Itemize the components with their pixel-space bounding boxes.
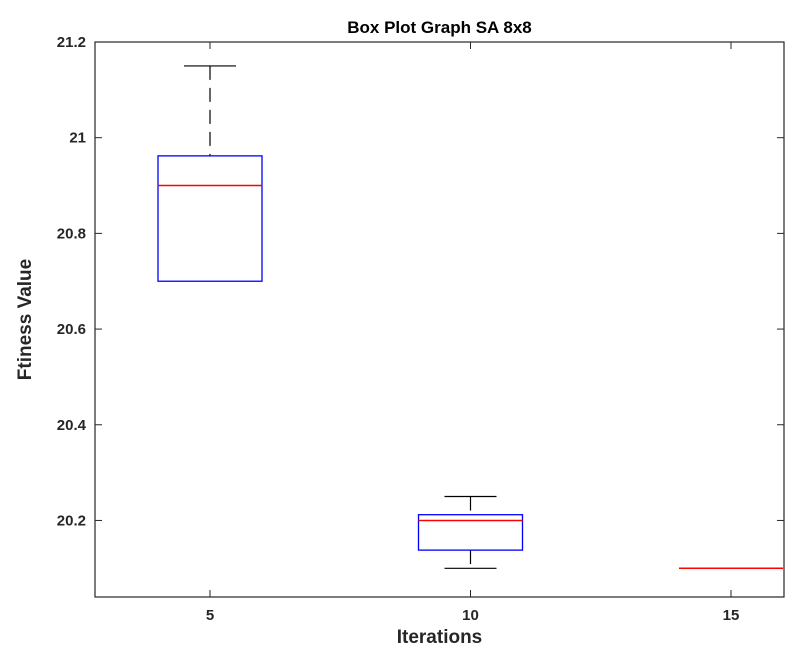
chart-title: Box Plot Graph SA 8x8 [347,18,532,37]
y-tick-label: 21 [69,130,86,147]
x-axis: 5 10 15 [206,42,740,624]
y-tick-label: 21.2 [57,34,86,51]
y-tick-label: 20.2 [57,512,86,529]
box-series [157,65,783,570]
x-tick-label: 15 [723,607,740,624]
plot-area [94,41,785,598]
x-tick-label: 10 [462,607,479,624]
iqr-box [157,155,263,282]
box-10 [417,495,524,569]
y-axis-label: Ftiness Value [15,259,36,380]
x-tick-label: 5 [206,607,214,624]
plot-border [94,41,785,598]
iqr-box [417,514,524,551]
y-tick-label: 20.4 [57,417,87,434]
box-5 [157,65,263,282]
x-axis-label: Iterations [397,627,483,648]
y-axis: 20.2 20.4 20.6 20.8 21 21.2 [57,34,784,529]
y-tick-label: 20.8 [57,225,86,242]
y-tick-label: 20.6 [57,321,86,338]
